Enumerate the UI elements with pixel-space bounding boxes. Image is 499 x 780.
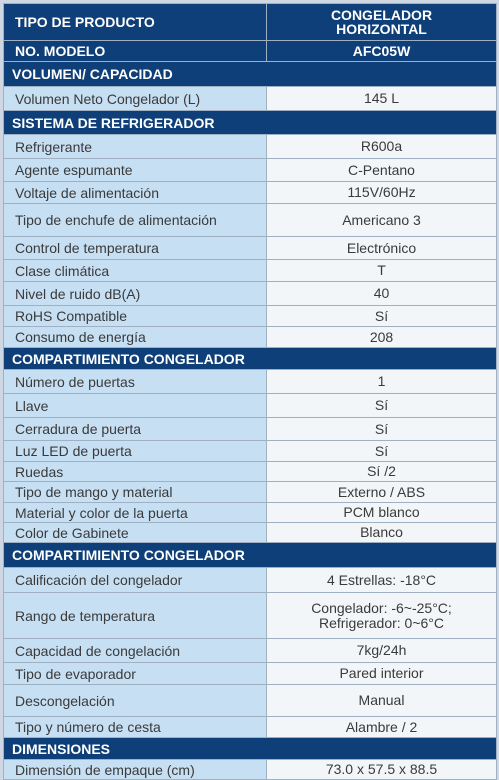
table-row: Tipo de mango y material Externo / ABS: [4, 482, 496, 503]
row-value: Sí: [267, 394, 496, 417]
row-value: 1: [267, 370, 496, 393]
row-label: Luz LED de puerta: [4, 441, 267, 461]
row-label: Nivel de ruido dB(A): [4, 282, 267, 305]
row-value: 115V/60Hz: [267, 182, 496, 203]
row-value: PCM blanco: [267, 503, 496, 522]
row-label: Clase climática: [4, 260, 267, 281]
row-label: Llave: [4, 394, 267, 417]
row-value: C-Pentano: [267, 159, 496, 181]
table-row: Tipo y número de cesta Alambre / 2: [4, 717, 496, 738]
table-row: Nivel de ruido dB(A) 40: [4, 282, 496, 306]
table-row: Ruedas Sí /2: [4, 462, 496, 482]
row-value: Manual: [267, 685, 496, 716]
row-label: Cerradura de puerta: [4, 418, 267, 440]
row-label: Voltaje de alimentación: [4, 182, 267, 203]
row-value: Alambre / 2: [267, 717, 496, 737]
row-label: Control de temperatura: [4, 237, 267, 259]
row-value: Sí: [267, 306, 496, 326]
row-label: Volumen Neto Congelador (L): [4, 87, 267, 110]
row-value: Pared interior: [267, 663, 496, 684]
row-label: Tipo de enchufe de alimentación: [4, 204, 267, 236]
row-label: Material y color de la puerta: [4, 503, 267, 522]
row-label: Agente espumante: [4, 159, 267, 181]
section-title-freezer: COMPARTIMIENTO CONGELADOR: [4, 348, 496, 370]
row-label: RoHS Compatible: [4, 306, 267, 326]
product-type-value: CONGELADOR HORIZONTAL: [267, 4, 496, 40]
row-label: Descongelación: [4, 685, 267, 716]
row-label: Color de Gabinete: [4, 523, 267, 542]
model-label: NO. MODELO: [4, 41, 267, 61]
row-label: Dimensión de empaque (cm): [4, 760, 267, 779]
row-value-line-2: Refrigerador: 0~6°C: [318, 614, 445, 631]
table-row: Voltaje de alimentación 115V/60Hz: [4, 182, 496, 204]
table-row: Control de temperatura Electrónico: [4, 237, 496, 260]
row-label: Refrigerante: [4, 135, 267, 158]
table-row: Tipo de enchufe de alimentación American…: [4, 204, 496, 237]
table-row: Tipo de evaporador Pared interior: [4, 663, 496, 685]
section-title-capacity: VOLUMEN/ CAPACIDAD: [4, 62, 496, 87]
row-value: Blanco: [267, 523, 496, 542]
row-value: T: [267, 260, 496, 281]
table-row: Consumo de energía 208: [4, 327, 496, 348]
model-row: NO. MODELO AFC05W: [4, 41, 496, 62]
row-value: Americano 3: [267, 204, 496, 236]
row-label: Tipo y número de cesta: [4, 717, 267, 737]
table-row: Agente espumante C-Pentano: [4, 159, 496, 182]
row-label: Capacidad de congelación: [4, 639, 267, 662]
row-label: Rango de temperatura: [4, 593, 267, 638]
table-row: Color de Gabinete Blanco: [4, 523, 496, 543]
row-value: R600a: [267, 135, 496, 158]
row-label: Tipo de mango y material: [4, 482, 267, 502]
row-value: Electrónico: [267, 237, 496, 259]
row-value: 40: [267, 282, 496, 305]
row-value: 7kg/24h: [267, 639, 496, 662]
table-row: RoHS Compatible Sí: [4, 306, 496, 327]
row-value: Congelador: -6~-25°C; Refrigerador: 0~6°…: [267, 593, 496, 638]
row-label: Número de puertas: [4, 370, 267, 393]
table-row: Capacidad de congelación 7kg/24h: [4, 639, 496, 663]
table-row: Número de puertas 1: [4, 370, 496, 394]
table-row: Luz LED de puerta Sí: [4, 441, 496, 462]
row-value: 73.0 x 57.5 x 88.5: [267, 760, 496, 779]
row-label: Calificación del congelador: [4, 568, 267, 592]
row-value: 145 L: [267, 87, 496, 110]
row-label: Tipo de evaporador: [4, 663, 267, 684]
row-value: Sí: [267, 418, 496, 440]
row-label: Consumo de energía: [4, 327, 267, 347]
section-title-refrigeration: SISTEMA DE REFRIGERADOR: [4, 111, 496, 135]
table-row: Calificación del congelador 4 Estrellas:…: [4, 568, 496, 593]
row-value: Externo / ABS: [267, 482, 496, 502]
section-title-freezer-2: COMPARTIMIENTO CONGELADOR: [4, 543, 496, 568]
row-value: Sí /2: [267, 462, 496, 481]
row-value: 208: [267, 327, 496, 347]
product-type-row: TIPO DE PRODUCTO CONGELADOR HORIZONTAL: [4, 4, 496, 41]
table-row: Volumen Neto Congelador (L) 145 L: [4, 87, 496, 111]
table-row: Dimensión de empaque (cm) 73.0 x 57.5 x …: [4, 760, 496, 779]
product-type-label: TIPO DE PRODUCTO: [4, 4, 267, 40]
table-row: Material y color de la puerta PCM blanco: [4, 503, 496, 523]
section-title-dimensions: DIMENSIONES: [4, 738, 496, 760]
spec-table: TIPO DE PRODUCTO CONGELADOR HORIZONTAL N…: [3, 3, 497, 780]
table-row: Refrigerante R600a: [4, 135, 496, 159]
table-row: Clase climática T: [4, 260, 496, 282]
row-label: Ruedas: [4, 462, 267, 481]
row-value: Sí: [267, 441, 496, 461]
model-value: AFC05W: [267, 41, 496, 61]
row-value: 4 Estrellas: -18°C: [267, 568, 496, 592]
table-row: Rango de temperatura Congelador: -6~-25°…: [4, 593, 496, 639]
row-value-line-1: Congelador: -6~-25°C;: [311, 599, 452, 616]
table-row: Cerradura de puerta Sí: [4, 418, 496, 441]
table-row: Descongelación Manual: [4, 685, 496, 717]
table-row: Llave Sí: [4, 394, 496, 418]
